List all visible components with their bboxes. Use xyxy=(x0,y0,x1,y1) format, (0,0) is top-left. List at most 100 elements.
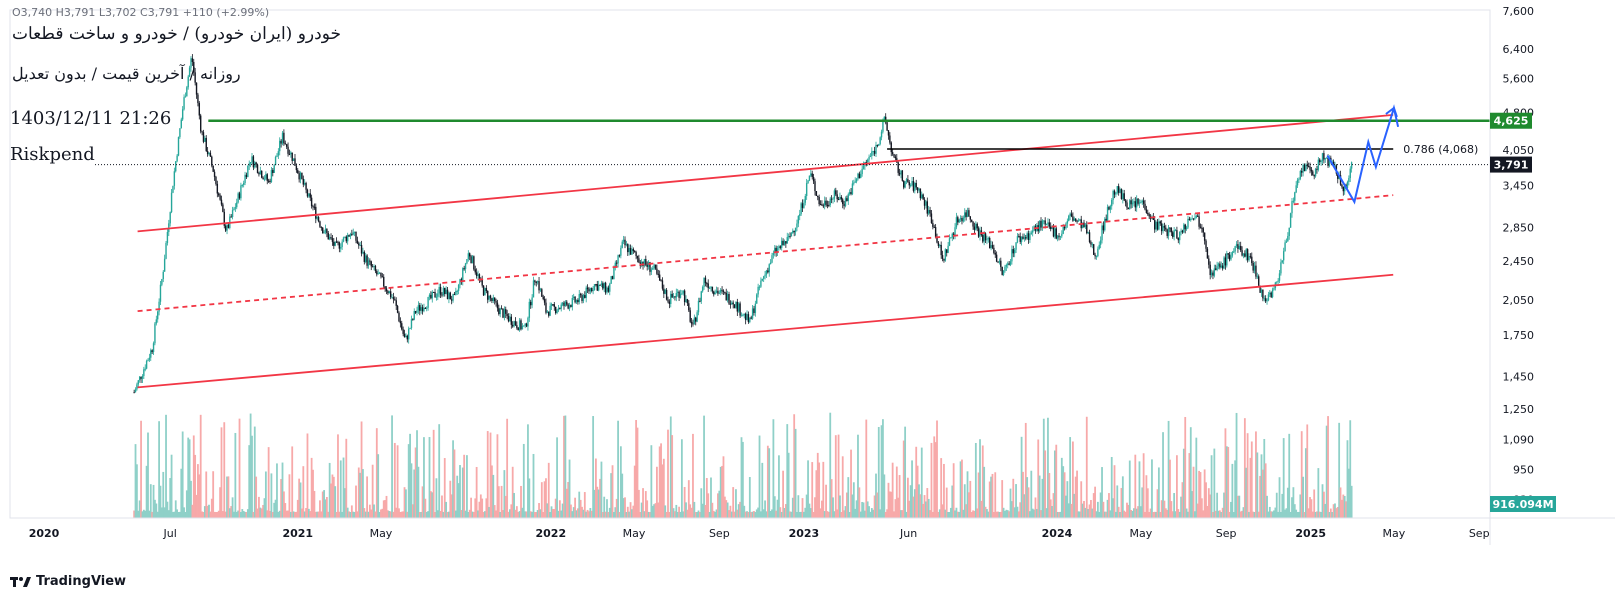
candle-body xyxy=(308,193,310,197)
volume-bar xyxy=(141,511,144,518)
candle-body xyxy=(495,301,497,303)
candle-body xyxy=(435,296,438,298)
volume-bar xyxy=(1346,440,1349,518)
volume-bar xyxy=(259,507,262,518)
candle-body xyxy=(725,292,727,301)
candle-body xyxy=(1147,212,1149,215)
volume-bar xyxy=(1255,431,1257,518)
candle-body xyxy=(947,245,949,253)
volume-bar xyxy=(581,506,583,518)
volume-bar xyxy=(1320,511,1323,518)
candle-body xyxy=(248,163,250,166)
candle-body xyxy=(369,260,371,262)
candle-body xyxy=(800,203,802,215)
volume-bar xyxy=(854,508,857,518)
candle-body xyxy=(1291,201,1293,214)
volume-bar xyxy=(1286,487,1289,518)
volume-bar xyxy=(1343,495,1346,518)
volume-bar xyxy=(743,505,746,518)
volume-bar xyxy=(1321,484,1324,518)
symbol-title: خودرو (ایران خودرو) / خودرو و ساخت قطعات xyxy=(12,24,341,44)
volume-bar xyxy=(823,511,826,518)
volume-bar xyxy=(669,416,672,518)
candle-body xyxy=(398,312,400,322)
candle-body xyxy=(645,259,647,265)
volume-bar xyxy=(553,509,556,518)
candle-body xyxy=(333,241,335,246)
volume-bar xyxy=(1078,511,1081,518)
candle-body xyxy=(958,219,960,223)
volume-bar xyxy=(554,498,557,518)
volume-bar xyxy=(166,501,169,518)
volume-bar xyxy=(389,511,392,518)
volume-bar xyxy=(784,504,787,518)
candle-body xyxy=(177,137,180,156)
candle-body xyxy=(159,284,162,302)
candle-body xyxy=(222,204,224,212)
candle-body xyxy=(908,182,910,186)
candle-body xyxy=(496,302,499,309)
volume-bar xyxy=(667,429,669,518)
volume-bar xyxy=(719,466,722,518)
volume-bar xyxy=(646,500,649,518)
volume-bar xyxy=(927,498,930,518)
volume-bar xyxy=(758,435,761,518)
candle-body xyxy=(478,274,481,279)
volume-bar xyxy=(1218,510,1221,518)
candle-body xyxy=(324,228,327,233)
candle-body xyxy=(186,87,188,97)
volume-bar xyxy=(1085,416,1088,518)
candle-body xyxy=(634,251,636,253)
volume-bar xyxy=(582,509,585,518)
candle-body xyxy=(449,292,451,300)
volume-bar xyxy=(1083,500,1085,518)
candle-body xyxy=(1288,227,1290,237)
volume-bar xyxy=(970,511,973,518)
candle-body xyxy=(1141,200,1143,203)
candle-body xyxy=(656,268,658,274)
volume-bar xyxy=(1237,495,1239,518)
volume-bar xyxy=(797,495,800,518)
volume-bar xyxy=(1228,511,1231,518)
volume-bar xyxy=(1309,497,1311,518)
candle-body xyxy=(1249,256,1252,258)
candle-body xyxy=(1302,164,1304,173)
candle-body xyxy=(161,279,163,285)
volume-bar xyxy=(1024,422,1027,518)
candle-body xyxy=(1108,207,1110,210)
candle-body xyxy=(1160,223,1163,232)
tradingview-logo[interactable]: TradingView xyxy=(10,574,126,589)
candle-body xyxy=(406,335,409,340)
volume-bar xyxy=(858,487,861,518)
volume-bar xyxy=(1252,511,1255,518)
volume-bar xyxy=(1273,510,1275,518)
candle-body xyxy=(692,323,694,325)
volume-bar xyxy=(425,511,428,518)
candle-body xyxy=(546,311,549,313)
volume-bar xyxy=(658,446,661,518)
candle-body xyxy=(1170,227,1173,233)
x-tick-label: Jun xyxy=(899,527,917,540)
candle-body xyxy=(498,308,500,315)
volume-bar xyxy=(678,506,680,518)
volume-bar xyxy=(252,511,255,518)
candle-body xyxy=(1056,235,1059,239)
volume-bar xyxy=(1295,509,1298,518)
volume-bar xyxy=(134,444,137,518)
candle-body xyxy=(316,217,318,219)
candle-body xyxy=(643,259,646,266)
volume-bar xyxy=(624,497,626,518)
candle-body xyxy=(790,233,793,237)
volume-bar xyxy=(1106,499,1109,518)
volume-bar xyxy=(466,455,468,518)
price-chart[interactable]: 0.786 (4,068) 7,6006,4005,6004,8004,0503… xyxy=(0,0,1624,560)
candle-body xyxy=(822,205,825,207)
volume-bars xyxy=(133,412,1353,518)
volume-bar xyxy=(1004,510,1006,518)
volume-bar xyxy=(488,506,491,518)
candle-body xyxy=(1038,220,1041,232)
volume-bar xyxy=(281,462,284,518)
candle-body xyxy=(939,245,941,247)
candle-body xyxy=(274,157,277,166)
candle-body xyxy=(1026,233,1028,239)
